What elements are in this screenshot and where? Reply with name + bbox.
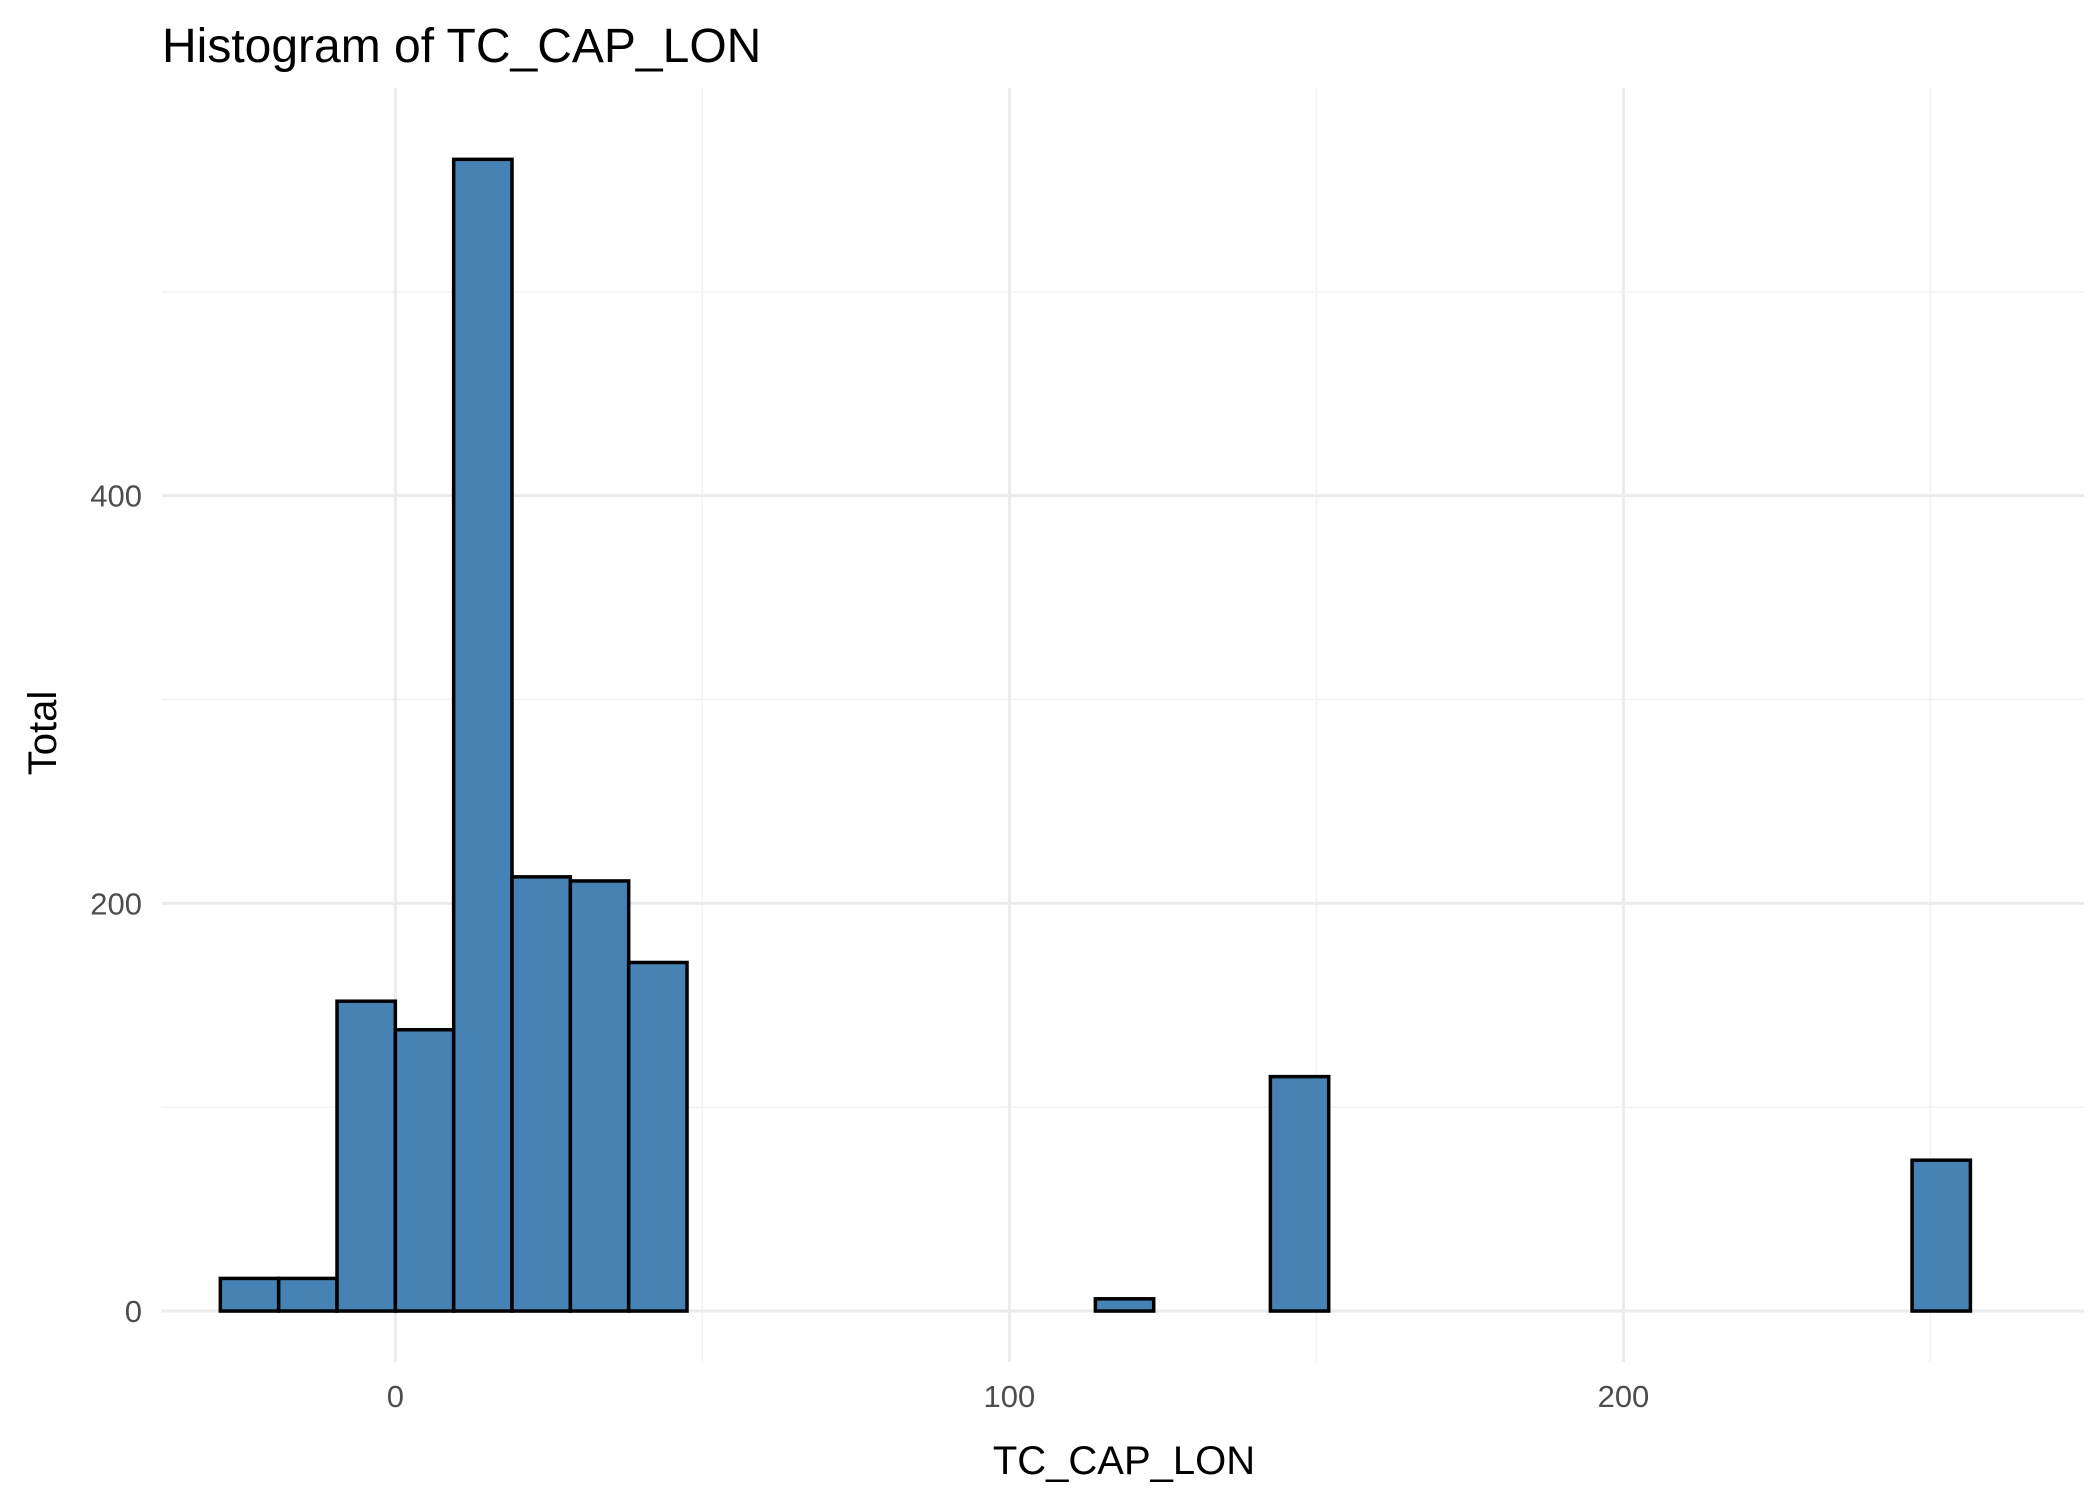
histogram-bar-1 — [276, 1276, 339, 1313]
histogram-bar-18 — [1268, 1074, 1331, 1313]
y-tick-label: 400 — [90, 479, 142, 514]
histogram-bar-7 — [626, 960, 689, 1313]
chart-title: Histogram of TC_CAP_LON — [162, 20, 761, 73]
histogram-bar-6 — [568, 879, 631, 1313]
histogram-bar-3 — [393, 1027, 456, 1313]
histogram-bar-29 — [1910, 1158, 1973, 1313]
histogram-bar-15 — [1093, 1297, 1156, 1313]
histogram-bar-0 — [218, 1276, 281, 1313]
histogram-bar-5 — [510, 875, 573, 1313]
histogram-bar-4 — [451, 157, 514, 1313]
y-tick-label: 0 — [125, 1294, 142, 1329]
x-tick-label: 200 — [1598, 1379, 1650, 1414]
y-axis-label: Total — [21, 691, 65, 776]
x-tick-label: 100 — [984, 1379, 1036, 1414]
x-axis-label: TC_CAP_LON — [993, 1439, 1255, 1483]
histogram-bars — [218, 157, 1973, 1313]
histogram-bar-2 — [335, 999, 398, 1313]
y-tick-label: 200 — [90, 886, 142, 921]
x-tick-label: 0 — [387, 1379, 404, 1414]
axis-ticks: 0 100 200 0 200 400 — [90, 479, 1649, 1414]
